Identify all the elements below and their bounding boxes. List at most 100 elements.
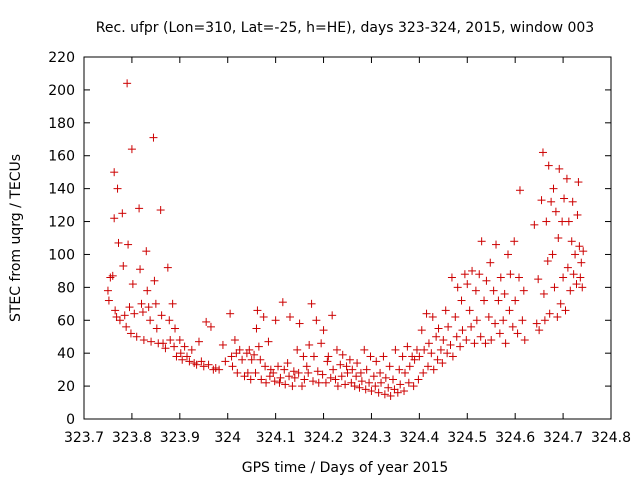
data-point bbox=[564, 217, 573, 226]
data-point bbox=[278, 298, 287, 307]
x-tick-label: 324.2 bbox=[303, 430, 343, 446]
data-point bbox=[265, 372, 274, 381]
data-point bbox=[274, 362, 283, 371]
x-tick-label: 324.3 bbox=[351, 430, 391, 446]
data-point bbox=[254, 342, 263, 351]
data-point bbox=[544, 161, 553, 170]
data-point bbox=[163, 263, 172, 272]
data-point bbox=[395, 365, 404, 374]
data-point bbox=[183, 352, 192, 361]
data-point bbox=[566, 286, 575, 295]
data-point bbox=[520, 336, 529, 345]
data-point bbox=[238, 355, 247, 364]
x-tick-label: 324.6 bbox=[495, 430, 535, 446]
data-point bbox=[283, 359, 292, 368]
data-point bbox=[108, 271, 117, 280]
data-point bbox=[476, 332, 485, 341]
data-point bbox=[405, 362, 414, 371]
data-point bbox=[384, 383, 393, 392]
data-point bbox=[350, 382, 359, 391]
data-point bbox=[112, 312, 121, 321]
data-point bbox=[414, 375, 423, 384]
data-point bbox=[555, 164, 564, 173]
y-tick-label: 20 bbox=[57, 379, 75, 395]
data-point bbox=[556, 299, 565, 308]
data-point bbox=[356, 368, 365, 377]
data-point bbox=[341, 380, 350, 389]
y-axis-label: STEC from uqrg / TECUs bbox=[8, 154, 24, 322]
data-point bbox=[275, 378, 284, 387]
data-point bbox=[309, 377, 318, 386]
data-point bbox=[142, 247, 151, 256]
data-point bbox=[120, 311, 129, 320]
data-point bbox=[389, 375, 398, 384]
data-point bbox=[185, 357, 194, 366]
data-point bbox=[115, 316, 124, 325]
data-point bbox=[484, 312, 493, 321]
data-point bbox=[538, 148, 547, 157]
data-point bbox=[280, 365, 289, 374]
data-point bbox=[518, 316, 527, 325]
y-tick-label: 40 bbox=[57, 346, 75, 362]
data-point bbox=[472, 316, 481, 325]
data-point bbox=[508, 322, 517, 331]
data-point bbox=[262, 378, 271, 387]
data-point bbox=[336, 360, 345, 369]
data-point bbox=[419, 368, 428, 377]
data-point bbox=[257, 375, 266, 384]
data-point bbox=[321, 378, 330, 387]
data-point bbox=[532, 319, 541, 328]
data-point bbox=[165, 316, 174, 325]
data-point bbox=[423, 362, 432, 371]
data-point bbox=[515, 186, 524, 195]
x-tick-label: 324.4 bbox=[399, 430, 439, 446]
data-point bbox=[253, 306, 262, 315]
data-point bbox=[403, 342, 412, 351]
data-point bbox=[360, 345, 369, 354]
data-point bbox=[271, 316, 280, 325]
data-point bbox=[462, 336, 471, 345]
data-point bbox=[111, 306, 120, 315]
data-point bbox=[470, 339, 479, 348]
y-tick-label: 200 bbox=[48, 83, 75, 99]
data-point bbox=[328, 311, 337, 320]
data-point bbox=[348, 365, 357, 374]
data-point bbox=[103, 286, 112, 295]
data-point bbox=[256, 355, 265, 364]
data-point bbox=[487, 336, 496, 345]
data-point bbox=[353, 359, 362, 368]
data-point bbox=[576, 273, 585, 282]
data-point bbox=[500, 289, 509, 298]
data-point bbox=[572, 280, 581, 289]
data-point bbox=[492, 240, 501, 249]
data-point bbox=[156, 206, 165, 215]
data-point bbox=[235, 345, 244, 354]
data-point bbox=[534, 275, 543, 284]
data-point bbox=[338, 350, 347, 359]
data-point bbox=[230, 336, 239, 345]
x-tick-label: 324.7 bbox=[543, 430, 583, 446]
data-point bbox=[251, 368, 260, 377]
data-point bbox=[563, 263, 572, 272]
data-point bbox=[463, 280, 472, 289]
data-point bbox=[561, 306, 570, 315]
x-axis-label: GPS time / Days of year 2015 bbox=[242, 460, 449, 476]
data-point bbox=[124, 240, 133, 249]
data-point bbox=[197, 357, 206, 366]
data-point bbox=[172, 352, 181, 361]
y-tick-label: 120 bbox=[48, 215, 75, 231]
data-point bbox=[211, 363, 220, 372]
data-point bbox=[374, 388, 383, 397]
data-point bbox=[579, 247, 588, 256]
data-point bbox=[166, 336, 175, 345]
data-point bbox=[127, 145, 136, 154]
data-point bbox=[574, 178, 583, 187]
y-tick-label: 80 bbox=[57, 280, 75, 296]
data-point bbox=[264, 337, 273, 346]
x-tick-label: 324.1 bbox=[256, 430, 296, 446]
y-tick-label: 180 bbox=[48, 116, 75, 132]
data-point bbox=[343, 368, 352, 377]
y-tick-label: 60 bbox=[57, 313, 75, 329]
data-point bbox=[400, 368, 409, 377]
data-point bbox=[361, 385, 370, 394]
